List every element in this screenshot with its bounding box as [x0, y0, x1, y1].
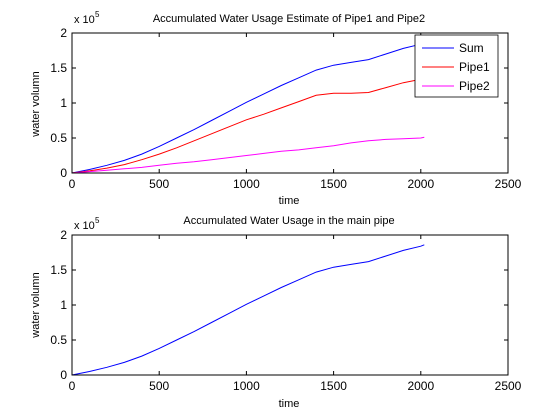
chart-title: Accumulated Water Usage Estimate of Pipe…	[153, 13, 425, 25]
y-tick-label: 1	[60, 96, 67, 110]
x-tick-label: 2000	[407, 177, 434, 191]
x-tick-label: 1500	[320, 379, 347, 393]
y-exponent-power: 5	[95, 10, 100, 19]
y-exponent-label: x 10 5	[74, 216, 100, 232]
chart-title: Accumulated Water Usage in the main pipe	[183, 215, 394, 227]
y-tick-label: 0.5	[50, 333, 67, 347]
plot-top: Accumulated Water Usage Estimate of Pipe…	[30, 10, 522, 207]
series-lines	[71, 42, 425, 174]
y-exponent-base: x 10	[74, 220, 95, 232]
legend-label-sum: Sum	[459, 41, 484, 55]
y-tick-label: 2	[60, 228, 67, 242]
series-line-pipe2	[71, 136, 425, 174]
axes-box	[71, 32, 509, 174]
x-tick-label: 0	[69, 379, 76, 393]
y-tick-label: 0	[60, 368, 67, 382]
x-tick-label: 1500	[320, 177, 347, 191]
series-line-main	[71, 244, 425, 376]
axes-box	[71, 234, 509, 376]
y-axis-label: water volumn	[30, 71, 42, 137]
y-tick-label: 1	[60, 298, 67, 312]
legend-box	[414, 34, 499, 98]
x-tick-label: 500	[149, 379, 169, 393]
y-tick-label: 1.5	[50, 61, 67, 75]
y-axis-label: water volumn	[30, 272, 42, 338]
x-tick-label: 500	[149, 177, 169, 191]
x-tick-label: 0	[69, 177, 76, 191]
legend: Sum Pipe1 Pipe2	[414, 34, 499, 98]
axis-ticks: 0 500 1000 1500 2000 2500 0 0.5 1 1.5 2	[50, 228, 521, 393]
x-tick-label: 1000	[233, 177, 260, 191]
axis-ticks: 0 500 1000 1500 2000 2500 0 0.5 1 1.5 2	[50, 26, 521, 191]
y-tick-label: 0	[60, 166, 67, 180]
x-tick-label: 2500	[495, 379, 522, 393]
plot-bottom: Accumulated Water Usage in the main pipe…	[30, 215, 522, 410]
y-tick-label: 1.5	[50, 263, 67, 277]
y-tick-label: 2	[60, 26, 67, 40]
x-tick-label: 1000	[233, 379, 260, 393]
x-tick-label: 2000	[407, 379, 434, 393]
series-line-sum	[71, 42, 425, 174]
series-lines	[71, 244, 425, 376]
x-axis-label: time	[279, 195, 300, 207]
series-line-pipe1	[71, 78, 425, 174]
x-tick-label: 2500	[495, 177, 522, 191]
legend-label-pipe1: Pipe1	[459, 60, 490, 74]
legend-label-pipe2: Pipe2	[459, 79, 490, 93]
y-exponent-power: 5	[95, 216, 100, 225]
y-exponent-label: x 10 5	[74, 10, 100, 26]
x-axis-label: time	[279, 398, 300, 410]
y-exponent-base: x 10	[74, 14, 95, 26]
y-tick-label: 0.5	[50, 131, 67, 145]
